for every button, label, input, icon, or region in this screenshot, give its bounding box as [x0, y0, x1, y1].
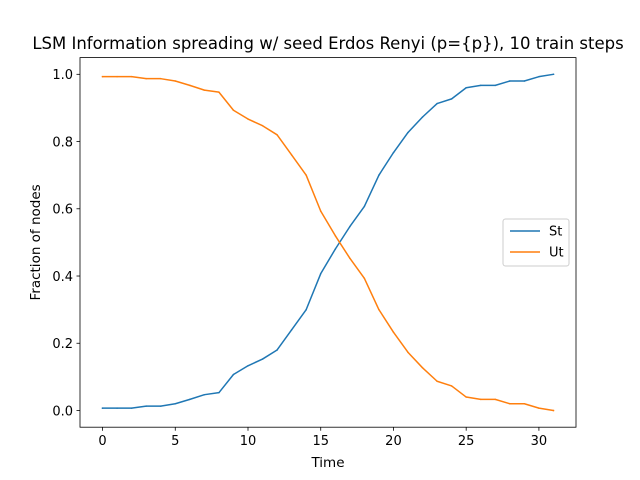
data-point-st	[494, 84, 497, 87]
data-point-ut	[290, 154, 293, 156]
data-point-st	[479, 84, 482, 87]
data-point-ut	[261, 124, 264, 127]
data-point-ut	[509, 403, 511, 405]
data-point-st	[203, 393, 206, 396]
data-point-st	[509, 80, 511, 82]
series-line-ut	[101, 75, 555, 412]
data-point-ut	[189, 84, 191, 87]
data-point-ut	[407, 351, 409, 354]
data-point-ut	[450, 385, 453, 387]
data-point-st	[407, 131, 409, 134]
legend-label-st: St	[549, 225, 562, 240]
data-point-ut	[174, 80, 177, 82]
data-point-st	[378, 174, 380, 176]
x-tick-label: 20	[385, 434, 402, 449]
data-point-ut	[145, 77, 147, 80]
plot-area-frame	[79, 57, 577, 428]
data-point-ut	[305, 174, 307, 176]
data-point-ut	[378, 308, 380, 311]
data-point-st	[101, 407, 104, 409]
data-point-st	[232, 373, 235, 376]
y-tick-label: 0.4	[52, 270, 73, 285]
x-tick-label: 5	[171, 434, 179, 449]
x-tick-label: 25	[458, 434, 475, 449]
data-point-ut	[276, 134, 278, 136]
data-point-ut	[130, 75, 133, 78]
y-tick-label: 0.8	[52, 135, 73, 150]
x-tick-label: 10	[240, 434, 257, 449]
data-point-ut	[538, 407, 540, 409]
data-point-st	[392, 151, 395, 154]
data-point-ut	[392, 331, 395, 333]
data-point-ut	[494, 398, 497, 401]
data-point-st	[305, 308, 307, 311]
data-point-st	[334, 248, 337, 250]
legend-label-ut: Ut	[549, 246, 564, 261]
data-point-ut	[334, 234, 337, 237]
data-point-ut	[421, 367, 424, 369]
x-tick-label: 15	[312, 434, 329, 449]
x-axis-ticks: 0 5 10 15 20 25 30	[98, 427, 547, 449]
data-point-st	[465, 87, 467, 89]
data-point-ut	[159, 77, 162, 80]
data-point-ut	[523, 403, 526, 405]
data-point-ut	[232, 109, 235, 112]
y-tick-label: 0.0	[52, 404, 73, 419]
data-point-st	[261, 358, 264, 360]
data-point-st	[145, 405, 147, 407]
data-point-st	[130, 407, 133, 409]
y-axis-label: Fraction of nodes	[28, 184, 44, 300]
data-point-ut	[436, 380, 438, 382]
data-point-st	[276, 349, 278, 351]
data-point-ut	[116, 75, 118, 78]
data-point-ut	[247, 118, 249, 120]
series-line-st	[101, 73, 555, 409]
data-point-ut	[203, 89, 206, 91]
data-point-st	[218, 391, 220, 394]
y-tick-label: 1.0	[52, 68, 73, 83]
data-point-ut	[319, 210, 322, 212]
series-layer	[101, 73, 555, 412]
data-point-st	[247, 365, 249, 367]
y-axis-ticks: 0.0 0.2 0.4 0.6 0.8 1.0	[52, 68, 80, 419]
data-point-ut	[479, 398, 482, 401]
data-point-st	[319, 272, 322, 275]
data-point-st	[421, 116, 424, 118]
data-point-st	[552, 73, 555, 76]
legend: St Ut	[502, 218, 570, 267]
x-tick-label: 0	[98, 434, 106, 449]
data-point-ut	[218, 91, 220, 93]
data-point-st	[159, 405, 162, 407]
data-point-st	[349, 225, 351, 228]
y-tick-label: 0.6	[52, 203, 73, 218]
x-axis-label: Time	[310, 455, 344, 471]
data-point-st	[363, 205, 366, 208]
data-point-ut	[363, 277, 366, 280]
data-point-st	[189, 398, 191, 401]
data-point-st	[450, 98, 453, 100]
data-point-ut	[552, 409, 555, 412]
data-point-ut	[101, 75, 104, 78]
data-point-st	[523, 80, 526, 82]
data-point-st	[116, 407, 118, 409]
data-point-ut	[349, 257, 351, 259]
data-point-ut	[465, 396, 467, 398]
y-tick-label: 0.2	[52, 337, 73, 352]
data-point-st	[538, 75, 540, 78]
chart-title: LSM Information spreading w/ seed Erdos …	[32, 34, 623, 53]
data-point-st	[174, 403, 177, 405]
x-tick-label: 30	[531, 434, 548, 449]
data-point-st	[290, 329, 293, 331]
data-point-st	[436, 102, 438, 105]
